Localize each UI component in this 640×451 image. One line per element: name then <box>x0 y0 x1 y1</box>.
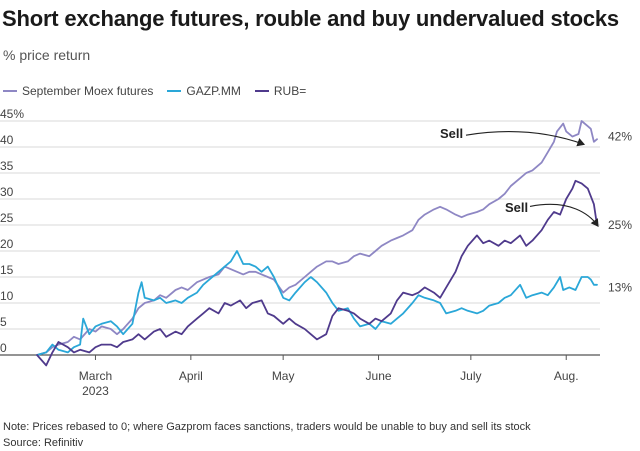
legend-swatch-moex <box>3 90 17 92</box>
series-line-1 <box>36 250 598 356</box>
y-tick-label: 0 <box>0 341 7 355</box>
series-lines <box>36 120 598 367</box>
series-line-2 <box>36 179 598 367</box>
y-tick-label: 10 <box>0 289 14 303</box>
y-tick-label: 25 <box>0 211 14 225</box>
y-tick-label: 45% <box>0 107 24 121</box>
y-tick-label: 30 <box>0 185 14 199</box>
annotations: Sell Sell <box>440 126 599 227</box>
gridlines <box>0 120 600 356</box>
x-tick-label: June <box>366 369 392 383</box>
x-tick-label: April <box>179 369 203 383</box>
x-tick-label: Aug. <box>554 369 579 383</box>
y-tick-label: 35 <box>0 159 14 173</box>
sell-arrow-1 <box>529 203 599 227</box>
chart-note: Note: Prices rebased to 0; where Gazprom… <box>3 421 531 433</box>
chart-legend: September Moex futures GAZP.MM RUB= <box>3 84 320 98</box>
legend-label-gazp: GAZP.MM <box>186 84 241 98</box>
chart-subtitle: % price return <box>3 47 91 63</box>
legend-swatch-gazp <box>167 90 182 92</box>
legend-label-moex: September Moex futures <box>22 84 154 98</box>
y-tick-label: 15 <box>0 263 14 277</box>
legend-item-moex: September Moex futures <box>3 84 153 98</box>
series-line-0 <box>36 120 598 356</box>
x-tick-label: July <box>460 369 481 383</box>
end-label-1: 13% <box>608 280 632 294</box>
legend-label-rub: RUB= <box>273 84 307 98</box>
sell-arrow-0 <box>465 131 586 147</box>
x-tick-label: May <box>272 369 295 383</box>
y-tick-label: 40 <box>0 133 14 147</box>
chart-source: Source: Refinitiv <box>3 437 84 449</box>
end-labels: 42% 13% 25% <box>608 130 632 295</box>
x-tick-sublabel: 2023 <box>82 384 109 398</box>
y-tick-label: 20 <box>0 237 14 251</box>
sell-annotation-0: Sell <box>440 126 463 141</box>
end-label-2: 25% <box>608 218 632 232</box>
end-label-0: 42% <box>608 130 632 144</box>
y-tick-label: 5 <box>0 315 7 329</box>
legend-item-rub: RUB= <box>254 84 307 98</box>
chart-title: Short exchange futures, rouble and buy u… <box>2 6 619 31</box>
x-tick-label: March <box>79 369 112 383</box>
legend-swatch-rub <box>254 90 269 92</box>
sell-annotation-1: Sell <box>505 200 528 215</box>
y-axis-ticks: 45% 40 35 30 25 20 15 10 5 0 <box>0 107 24 355</box>
legend-item-gazp: GAZP.MM <box>167 84 241 98</box>
